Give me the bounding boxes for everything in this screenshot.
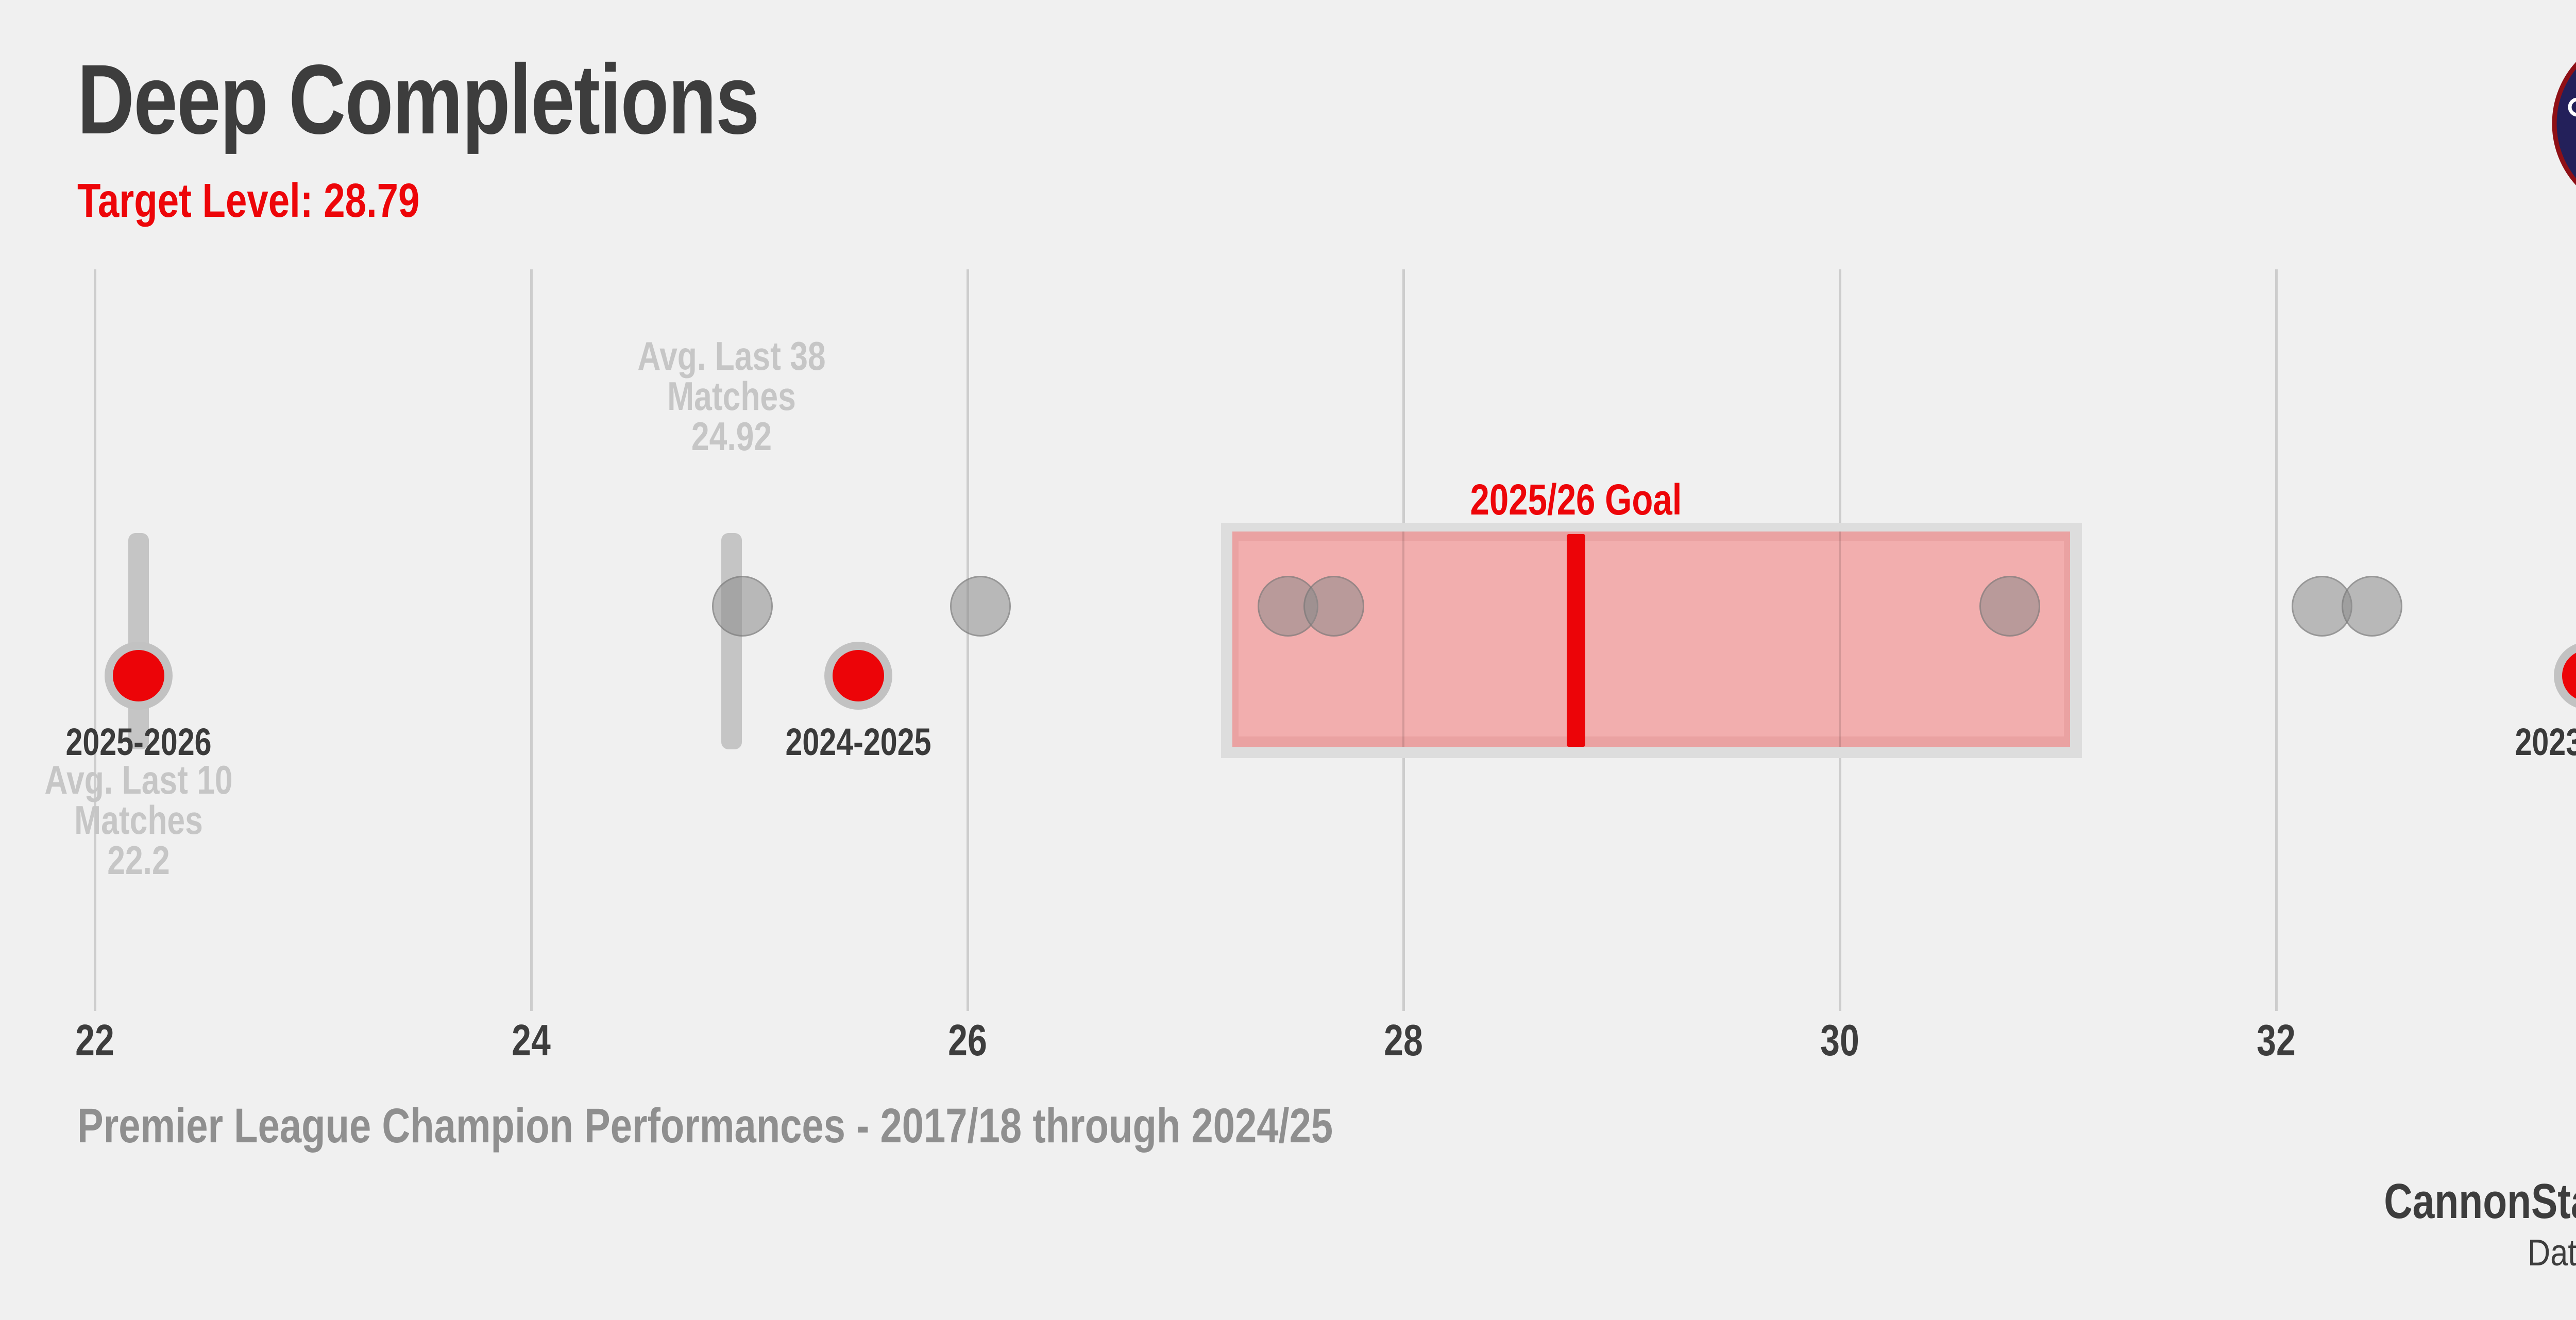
goal-band-label: 2025/26 Goal (1470, 475, 1682, 524)
target-line (1566, 534, 1585, 747)
season-label: 2023-2024 (2515, 721, 2576, 763)
avg-marker-bar (721, 533, 742, 749)
site-credit: CannonStats.com (2300, 1173, 2576, 1230)
site-credit-text: CannonStats.com (2384, 1174, 2576, 1229)
page-title: Deep Completions (77, 42, 929, 156)
goal-band-inner (1239, 541, 2064, 736)
x-gridline-overlay (1402, 532, 1405, 747)
cannon-stats-logo: CANNON STATS (2552, 62, 2576, 185)
champion-dot (712, 576, 773, 637)
chart-subtitle-text: Premier League Champion Performances - 2… (77, 1099, 1333, 1153)
x-gridline (2275, 269, 2278, 1011)
avg-marker-label: Avg. Last 10 Matches 22.2 (44, 757, 233, 883)
data-source-credit: Data via Opta (2494, 1232, 2576, 1274)
x-tick-label: 28 (1384, 1016, 1423, 1065)
x-tick-label: 30 (1820, 1016, 1860, 1065)
champion-dot (950, 576, 1011, 637)
chart-subtitle: Premier League Champion Performances - 2… (77, 1098, 1647, 1154)
x-gridline (94, 269, 96, 1011)
avg-marker-bar (128, 533, 149, 749)
champion-dot (1303, 576, 1364, 637)
x-tick-label: 32 (2257, 1016, 2296, 1065)
x-gridline (966, 269, 969, 1011)
champion-dot (1979, 576, 2041, 637)
season-dot (832, 650, 884, 701)
x-tick-label: 26 (947, 1016, 987, 1065)
season-label: 2024-2025 (785, 721, 931, 763)
data-source-text: Data via Opta (2527, 1232, 2576, 1274)
season-label: 2025-2026 (65, 721, 212, 763)
season-dot (112, 650, 164, 701)
target-level-label: Target Level: 28.79 (77, 173, 505, 228)
x-tick-label: 22 (75, 1016, 114, 1065)
logo-outer-ring (2552, 62, 2576, 185)
avg-marker-label: Avg. Last 38 Matches 24.92 (637, 333, 826, 459)
target-level-text: Target Level: 28.79 (77, 174, 420, 227)
x-tick-label: 24 (511, 1016, 551, 1065)
cannon-icon (2568, 97, 2576, 117)
x-gridline-overlay (1839, 532, 1841, 747)
champion-dot (2342, 576, 2403, 637)
page-title-text: Deep Completions (77, 44, 759, 155)
x-gridline (530, 269, 533, 1011)
